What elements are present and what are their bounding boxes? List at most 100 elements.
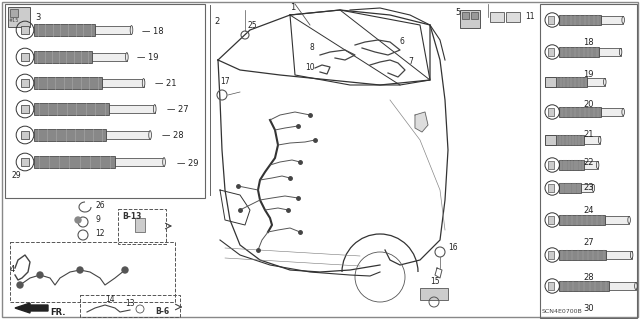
Bar [559, 107, 601, 117]
Bar [34, 103, 109, 115]
Bar [584, 137, 600, 144]
Ellipse shape [598, 137, 601, 144]
Bar [20, 105, 29, 113]
Text: #15: #15 [9, 18, 19, 23]
Bar [34, 77, 102, 89]
Text: 2: 2 [214, 18, 220, 26]
Circle shape [17, 282, 23, 288]
Bar [559, 183, 581, 193]
Ellipse shape [635, 282, 637, 290]
Bar [556, 135, 584, 145]
Bar [95, 26, 131, 34]
Bar [559, 215, 605, 225]
Text: 16: 16 [448, 243, 458, 253]
Polygon shape [15, 303, 48, 313]
Text: 27: 27 [583, 238, 594, 247]
Ellipse shape [130, 26, 133, 34]
Text: 9: 9 [95, 216, 100, 225]
Bar [471, 12, 478, 19]
Circle shape [75, 217, 81, 223]
Bar [559, 281, 609, 291]
Text: 5: 5 [455, 8, 460, 17]
Bar [548, 16, 554, 24]
Bar [606, 251, 632, 259]
Bar [548, 184, 554, 192]
Text: — 21: — 21 [155, 79, 177, 88]
Bar [605, 216, 629, 224]
Bar [109, 105, 155, 114]
Text: FR.: FR. [50, 308, 65, 317]
Text: SCN4E0700B: SCN4E0700B [542, 309, 583, 314]
Bar [584, 161, 598, 169]
Bar [420, 288, 448, 300]
Bar [601, 108, 623, 115]
Text: B-13: B-13 [122, 212, 141, 221]
Bar [34, 51, 92, 63]
Text: 3: 3 [35, 12, 40, 21]
Bar [548, 48, 554, 56]
Bar [545, 135, 556, 145]
Text: 30: 30 [583, 304, 594, 313]
Text: 11: 11 [525, 12, 534, 21]
Text: 29: 29 [12, 172, 22, 181]
Ellipse shape [125, 53, 128, 62]
Bar [599, 48, 621, 56]
Bar [559, 250, 606, 260]
Bar [20, 53, 29, 61]
Bar [10, 242, 175, 302]
Text: — 28: — 28 [162, 131, 184, 140]
Text: 8: 8 [310, 43, 315, 53]
Bar [34, 24, 95, 36]
Bar [20, 26, 29, 34]
Bar [106, 130, 150, 139]
Bar [545, 77, 556, 87]
Bar [548, 251, 554, 259]
Bar [540, 4, 637, 318]
Bar [34, 156, 115, 168]
Text: — 29: — 29 [177, 159, 198, 167]
Ellipse shape [622, 108, 625, 115]
Bar [8, 7, 30, 27]
Bar [548, 161, 554, 169]
Bar [556, 77, 588, 87]
Bar [559, 160, 584, 170]
Bar [135, 218, 145, 232]
Text: 10: 10 [305, 63, 315, 72]
Ellipse shape [592, 184, 595, 192]
Bar [559, 47, 599, 57]
Text: 18: 18 [583, 38, 594, 47]
Text: 13: 13 [125, 300, 134, 308]
Bar [92, 53, 127, 62]
Text: B-6: B-6 [155, 307, 169, 316]
Bar [118, 209, 166, 244]
Bar [462, 12, 469, 19]
Text: 17: 17 [220, 78, 230, 86]
Text: 1: 1 [290, 3, 295, 12]
Text: 28: 28 [583, 273, 594, 282]
Bar [20, 158, 29, 166]
Bar [588, 78, 605, 85]
Bar [581, 184, 593, 192]
Text: 7: 7 [408, 57, 413, 66]
Circle shape [77, 267, 83, 273]
Bar [115, 158, 164, 167]
Text: — 19: — 19 [137, 54, 159, 63]
Bar [548, 108, 554, 115]
Text: — 27: — 27 [167, 106, 189, 115]
Ellipse shape [620, 48, 622, 56]
Ellipse shape [154, 105, 156, 114]
Ellipse shape [628, 216, 630, 224]
Bar [601, 16, 623, 24]
Ellipse shape [604, 78, 606, 85]
Bar [80, 295, 180, 317]
Bar [490, 12, 504, 22]
Bar [20, 131, 29, 139]
Bar [20, 79, 29, 87]
Ellipse shape [596, 161, 599, 169]
Text: 20: 20 [583, 100, 594, 109]
Text: 21: 21 [583, 130, 594, 139]
Circle shape [122, 267, 128, 273]
Bar [102, 78, 143, 87]
Bar [10, 9, 18, 17]
Text: 26: 26 [95, 201, 104, 210]
